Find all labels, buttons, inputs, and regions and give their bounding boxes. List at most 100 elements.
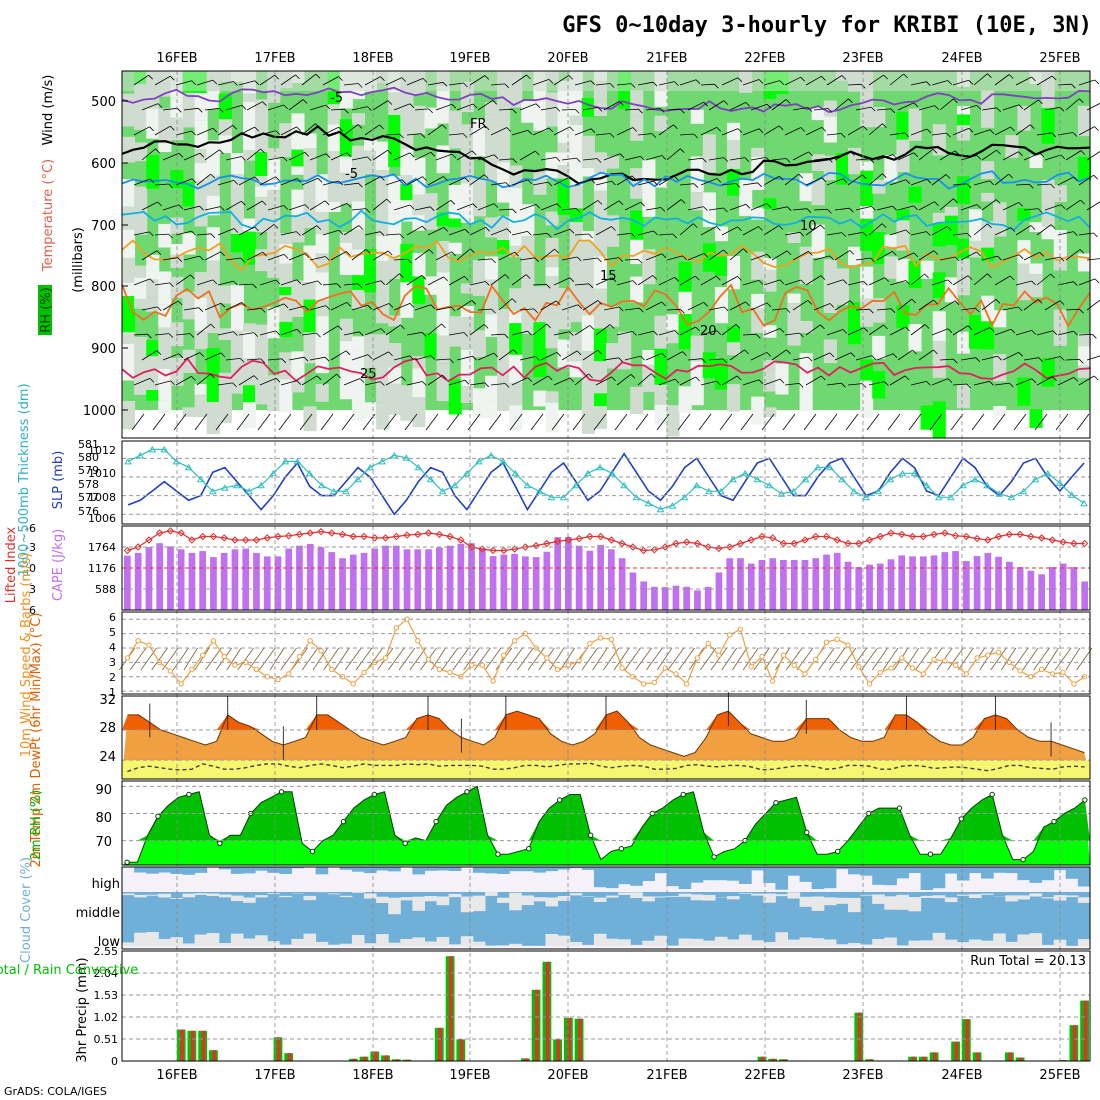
wind-barb-flag	[1010, 126, 1015, 132]
wind-barb	[414, 206, 431, 211]
wind-barb-flag	[387, 250, 393, 256]
rh-cell	[146, 154, 160, 189]
wind-barb-flag	[569, 126, 574, 132]
wind-barb-flag	[737, 276, 742, 281]
wind-barb	[1015, 124, 1031, 136]
cloud-low-cell	[993, 933, 1006, 946]
cloud-low-cell	[775, 932, 788, 946]
wind-barb	[679, 183, 695, 186]
wind-barb-flag	[338, 230, 344, 235]
wind-barb	[645, 352, 663, 361]
precip-tick: 1.53	[94, 989, 119, 1002]
surface-wind-barb	[236, 413, 250, 431]
cloud-high-cell	[509, 867, 522, 872]
wind-barb-flag	[926, 231, 931, 236]
cloud-low-cell	[436, 937, 450, 946]
precip-conv-bar	[405, 1059, 410, 1061]
wind-barb	[624, 156, 641, 161]
wind-barb-flag	[569, 176, 574, 182]
wind-barb	[994, 382, 1010, 386]
wind-barb	[448, 379, 466, 386]
cape-bar	[500, 554, 508, 610]
wind-barb	[918, 105, 935, 111]
li-point	[704, 543, 712, 551]
cape-bar	[575, 545, 583, 610]
wind-barb	[624, 201, 641, 211]
rh-cell	[267, 190, 281, 210]
wind-barb-flag	[315, 123, 320, 128]
wind-barb	[309, 305, 326, 311]
rh-cell	[218, 328, 232, 340]
wind-barb-flag	[260, 358, 266, 364]
li-point	[500, 546, 508, 555]
wind-barb-flag	[178, 153, 184, 158]
wind-barb	[876, 154, 894, 161]
cloud-level-label: high	[92, 877, 120, 892]
wind-barb	[477, 258, 492, 261]
wind-barb	[574, 80, 591, 86]
wind-barb	[700, 275, 717, 286]
ylabel-temperature: Temperature (°C)	[41, 159, 56, 272]
wind-barb-flag	[535, 356, 540, 361]
wind-barb	[876, 251, 893, 261]
cloud-mid-cell	[775, 894, 788, 897]
wind-barb	[1078, 174, 1094, 186]
wind-barb-flag	[325, 305, 331, 310]
cape-bar	[468, 543, 475, 610]
rh-cell	[279, 244, 293, 264]
wind-barb-flag	[723, 249, 728, 255]
rh-cell	[545, 402, 559, 433]
cloud-low-cell	[714, 936, 728, 946]
wind-barb-flag	[379, 124, 384, 130]
thickness-point	[547, 493, 556, 501]
cloud-mid-cell	[860, 894, 873, 896]
wind-barb-flag	[905, 280, 911, 285]
wind-barb	[595, 83, 611, 86]
rh-cell	[630, 276, 644, 303]
precip-conv-bar	[782, 1059, 787, 1061]
wind-barb	[834, 98, 849, 111]
wind-barb-flag	[512, 108, 517, 114]
wind-barb	[225, 302, 242, 311]
rh-point	[773, 800, 779, 806]
wind-barb-flag	[149, 178, 155, 184]
wind-speed-point	[1071, 681, 1077, 687]
rh-cell	[533, 286, 547, 323]
wind-barb-flag	[743, 248, 748, 253]
wind-barb-flag	[611, 277, 617, 282]
wind-speed-point	[899, 655, 905, 661]
rh-cell	[908, 186, 922, 203]
rh-cell	[751, 308, 765, 333]
rh-cell	[134, 208, 148, 235]
thickness-point	[741, 469, 749, 477]
wind-barb-flag	[1060, 204, 1066, 209]
rh-cell	[364, 334, 378, 343]
cape-bar	[382, 545, 389, 610]
wind-barb-flag	[1039, 152, 1045, 158]
wind-barb	[1002, 351, 1019, 361]
cape-bar	[145, 547, 153, 610]
cloud-high-cell	[739, 867, 752, 884]
wind-barb-flag	[191, 376, 196, 381]
wind-barb-flag	[757, 182, 762, 188]
cape-bar	[156, 543, 163, 610]
wind-speed-point	[1017, 668, 1023, 674]
wind-barb-flag	[975, 307, 980, 313]
wind-barb	[385, 179, 403, 186]
wind-barb-flag	[575, 109, 580, 114]
rh-cell	[388, 213, 402, 226]
rh-cell	[569, 251, 583, 282]
wind-speed-point	[673, 671, 679, 677]
rh-cell	[388, 343, 402, 368]
wind-barb	[805, 375, 822, 386]
wind-barb-flag	[695, 326, 700, 332]
cloud-low-cell	[509, 943, 522, 946]
ylabel-precip: 3hr Precip (mm)	[75, 957, 90, 1062]
li-point	[887, 529, 895, 537]
wind-barb	[721, 324, 737, 336]
wind-barb	[406, 274, 423, 286]
cloud-low-cell	[727, 939, 740, 946]
rh-cell	[1029, 155, 1043, 168]
wind-barb-flag	[155, 148, 160, 154]
cape-bar	[479, 548, 486, 610]
